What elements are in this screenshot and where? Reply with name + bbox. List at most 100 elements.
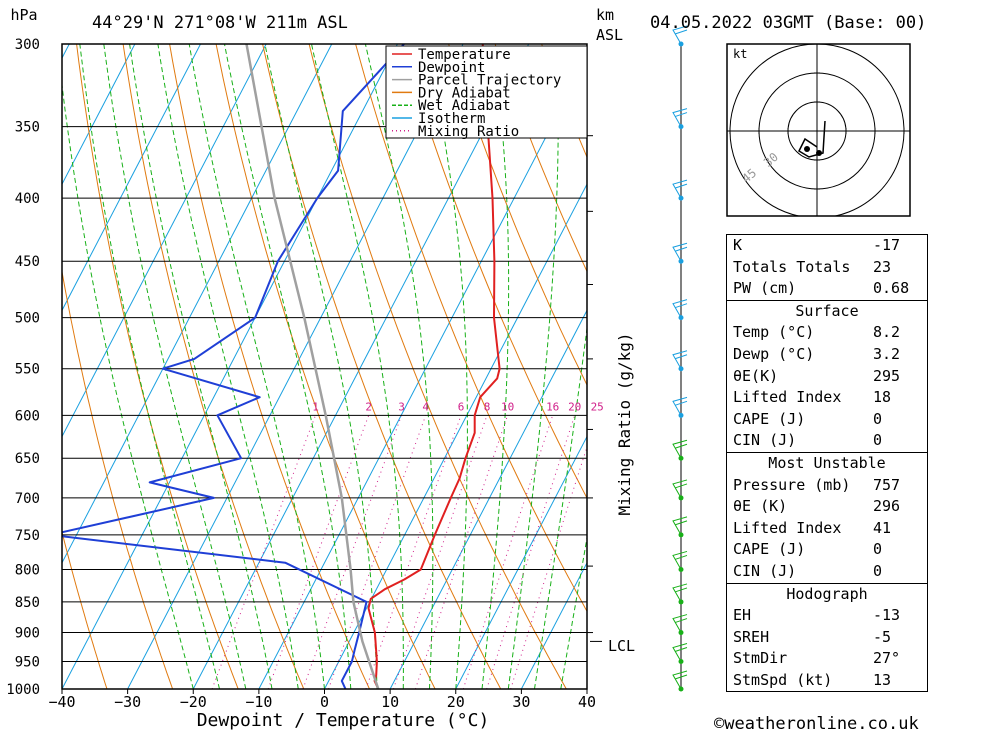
- pressure-tick-label: 300: [15, 37, 40, 53]
- pressure-tick-label: 500: [15, 311, 40, 327]
- wind-barb-icon: [672, 439, 688, 459]
- legend-label: Mixing Ratio: [418, 124, 519, 140]
- wet-adiabat-line: [157, 44, 299, 689]
- wind-barb-icon: [672, 643, 688, 662]
- x-axis-label: Dewpoint / Temperature (°C): [197, 710, 490, 731]
- dry-adiabat-line: [494, 44, 587, 273]
- dry-adiabat-line: [960, 44, 1000, 689]
- dry-adiabat-line: [76, 44, 239, 689]
- km-label: km: [596, 6, 614, 24]
- temperature-profile: [367, 44, 501, 689]
- isotherm-line: [520, 561, 587, 689]
- pressure-unit-label: hPa: [10, 6, 37, 24]
- x-tick-label: −10: [245, 693, 272, 711]
- wet-adiabat-line: [507, 44, 559, 689]
- pressure-tick-label: 800: [15, 562, 40, 578]
- mixing-ratio-label: 16: [546, 400, 559, 413]
- x-tick-label: −30: [114, 693, 141, 711]
- indices-general-box: K -17 Totals Totals 23 PW (cm) 0.68 Surface…: [726, 234, 928, 693]
- mixing-ratio-label: 6: [458, 400, 465, 413]
- lcl-label: LCL: [608, 637, 635, 655]
- isotherm-line: [62, 44, 333, 564]
- wet-adiabat-line: [560, 534, 587, 689]
- legend-label: Dewpoint: [418, 60, 485, 76]
- dewpoint-profile: [62, 44, 405, 689]
- mixing-ratio-label: 8: [484, 400, 491, 413]
- isotherm-line: [62, 44, 267, 438]
- mixing-ratio-label: 3: [398, 400, 405, 413]
- index-row-pw: PW (cm) 0.68: [733, 279, 910, 298]
- isotherm-line: [0, 44, 4, 689]
- mixing-ratio-line: [393, 415, 488, 689]
- wind-barb-icon: [672, 242, 688, 262]
- legend-label: Dry Adiabat: [418, 85, 511, 101]
- pressure-tick-label: 550: [15, 362, 40, 378]
- dry-adiabat-line: [62, 269, 174, 689]
- x-tick-label: 0: [320, 693, 329, 711]
- pressure-tick-label: 650: [15, 451, 40, 467]
- wind-barb-icon: [672, 299, 688, 318]
- mixing-ratio-line: [486, 415, 576, 689]
- legend-label: Temperature: [418, 47, 511, 63]
- wind-barb-icon: [672, 396, 688, 416]
- copyright[interactable]: ©weatheronline.co.uk: [714, 714, 919, 733]
- dry-adiabat-line: [62, 530, 108, 689]
- mixing-ratio-line: [302, 415, 402, 689]
- wind-barb-icon: [672, 179, 688, 199]
- dry-adiabat-line: [355, 44, 587, 613]
- hodograph-mean-marker: [804, 146, 810, 152]
- isotherm-line: [455, 435, 587, 689]
- mixing-ratio-label: 25: [591, 400, 604, 413]
- hodograph-unit-label: kt: [733, 47, 747, 61]
- legend-label: Wet Adiabat: [418, 98, 511, 114]
- legend-label: Parcel Trajectory: [418, 73, 561, 89]
- location-title: 44°29'N 271°08'W 211m ASL: [92, 13, 348, 33]
- wet-adiabat-line: [311, 44, 404, 689]
- x-tick-label: 20: [447, 693, 465, 711]
- pressure-tick-label: 450: [15, 254, 40, 270]
- isotherm-line: [62, 44, 136, 186]
- wet-adiabat-line: [426, 44, 468, 689]
- surface-section: Surface Temp (°C) 8.2 Dewp (°C) 3.2 θE(K) 2…: [727, 299, 927, 452]
- wind-barb-icon: [672, 550, 688, 570]
- index-row-k: K -17: [733, 236, 901, 254]
- wind-barb-icon: [672, 670, 688, 690]
- x-tick-label: 10: [381, 693, 399, 711]
- mixing-ratio-label: 2: [365, 400, 372, 413]
- wet-adiabat-line: [79, 44, 220, 689]
- mixing-ratio-label: 1: [312, 400, 319, 413]
- isotherm-line: [324, 183, 587, 689]
- pressure-tick-label: 950: [15, 655, 40, 671]
- wet-adiabat-line: [103, 44, 247, 689]
- wind-barb-icon: [672, 614, 688, 633]
- hodograph-title: Hodograph: [786, 584, 868, 603]
- datetime-title: 04.05.2022 03GMT (Base: 00): [650, 13, 926, 33]
- pressure-tick-label: 750: [15, 528, 40, 544]
- isotherm-line: [127, 44, 464, 689]
- mixing-ratio-label: 4: [422, 400, 429, 413]
- mixing-ratio-label: 20: [568, 400, 581, 413]
- wind-barb-icon: [672, 108, 688, 127]
- pressure-tick-label: 600: [15, 408, 40, 424]
- most-unstable-section: Most Unstable Pressure (mb) 757 θE (K) 296…: [727, 451, 927, 583]
- pressure-tick-label: 350: [15, 120, 40, 136]
- wind-barb-icon: [672, 583, 688, 603]
- wet-adiabat-line: [481, 44, 510, 689]
- pressure-tick-label: 400: [15, 191, 40, 207]
- isotherm-line: [192, 44, 530, 689]
- wet-adiabat-line: [62, 81, 194, 689]
- legend-label: Isotherm: [418, 111, 485, 127]
- legend-box: [385, 45, 588, 139]
- surface-title: Surface: [795, 301, 859, 320]
- wind-barb-icon: [672, 516, 688, 536]
- isotherm-line: [62, 44, 398, 689]
- dry-adiabat-line: [448, 44, 587, 387]
- hodograph-storm-marker: [816, 150, 822, 156]
- wet-adiabat-line: [534, 324, 587, 689]
- hodograph-box: [726, 43, 911, 217]
- x-tick-label: −40: [48, 693, 75, 711]
- wet-adiabat-line: [364, 44, 434, 689]
- x-tick-label: 30: [512, 693, 530, 711]
- x-tick-label: 40: [578, 693, 596, 711]
